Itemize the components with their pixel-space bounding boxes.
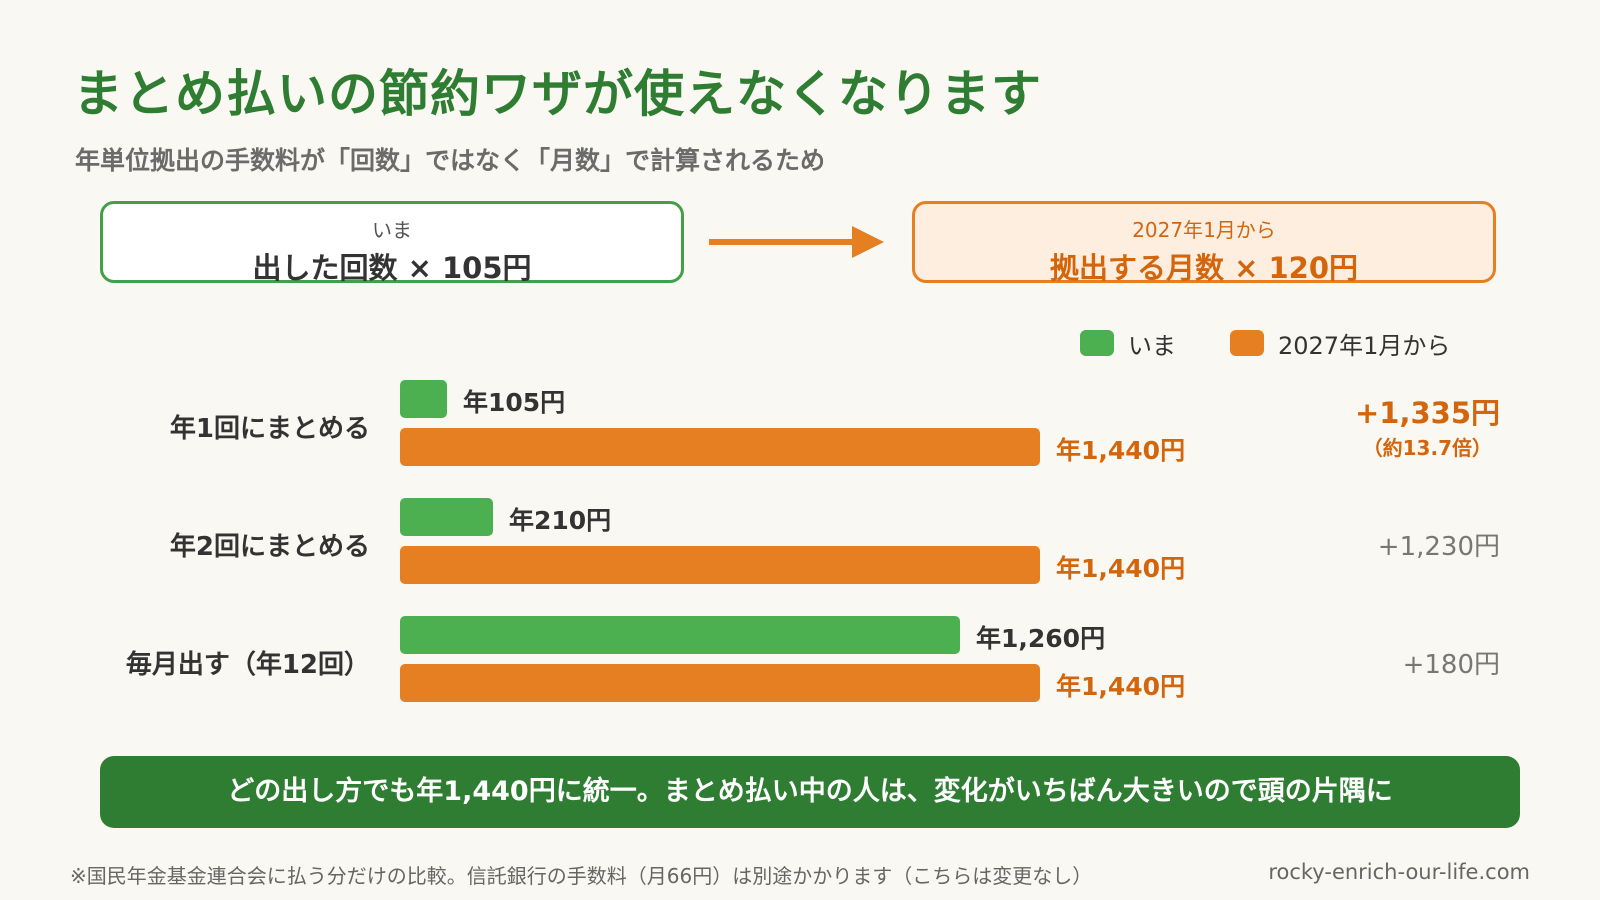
footnote: ※国民年金基金連合会に払う分だけの比較。信託銀行の手数料（月66円）は別途かかり… (70, 864, 1093, 888)
legend-label-future: 2027年1月から (1278, 331, 1451, 360)
legend-swatch-future (1230, 330, 1264, 356)
category-label: 毎月出す（年12回） (125, 650, 370, 680)
difference-note: （約13.7倍） (1362, 436, 1492, 460)
bar-value-label-now: 年210円 (509, 506, 612, 535)
bar-now (400, 380, 447, 418)
bar-now (400, 498, 493, 536)
legend-item-now: いま (1080, 327, 1176, 360)
legend-swatch-now (1080, 330, 1114, 356)
bar-value-label-future: 年1,440円 (1056, 554, 1186, 583)
bar-value-label-future: 年1,440円 (1056, 672, 1186, 701)
page-subtitle: 年単位拠出の手数料が「回数」ではなく「月数」で計算されるため (75, 146, 826, 175)
right-arrow-icon (709, 226, 884, 258)
bar-value-label-future: 年1,440円 (1056, 436, 1186, 465)
bar-future (400, 664, 1040, 702)
difference-value: +1,335円 (1354, 396, 1500, 430)
bar-value-label-now: 年1,260円 (976, 624, 1106, 653)
site-url: rocky-enrich-our-life.com (1268, 860, 1530, 884)
bar-future (400, 546, 1040, 584)
formula-box-now: いま 出した回数 × 105円 (100, 201, 684, 285)
bar-now (400, 616, 960, 654)
bar-future (400, 428, 1040, 466)
page-title: まとめ払いの節約ワザが使えなくなります (73, 65, 1042, 123)
category-label: 年2回にまとめる (169, 532, 370, 562)
formula-now-label: いま (372, 218, 412, 242)
category-label: 年1回にまとめる (169, 414, 370, 444)
formula-future-text: 拠出する月数 × 120円 (1049, 251, 1359, 285)
legend-item-future: 2027年1月から (1230, 327, 1451, 360)
legend-label-now: いま (1128, 331, 1176, 360)
formula-future-label: 2027年1月から (1132, 218, 1276, 242)
bar-value-label-now: 年105円 (463, 388, 566, 417)
difference-label: +1,230円 (1377, 532, 1500, 562)
difference-label: +180円 (1402, 650, 1500, 680)
summary-banner: どの出し方でも年1,440円に統一。まとめ払い中の人は、変化がいちばん大きいので… (100, 756, 1520, 828)
difference-label: +1,335円 （約13.7倍） (1355, 390, 1500, 461)
formula-now-text: 出した回数 × 105円 (252, 251, 532, 285)
formula-box-future: 2027年1月から 拠出する月数 × 120円 (912, 201, 1496, 285)
